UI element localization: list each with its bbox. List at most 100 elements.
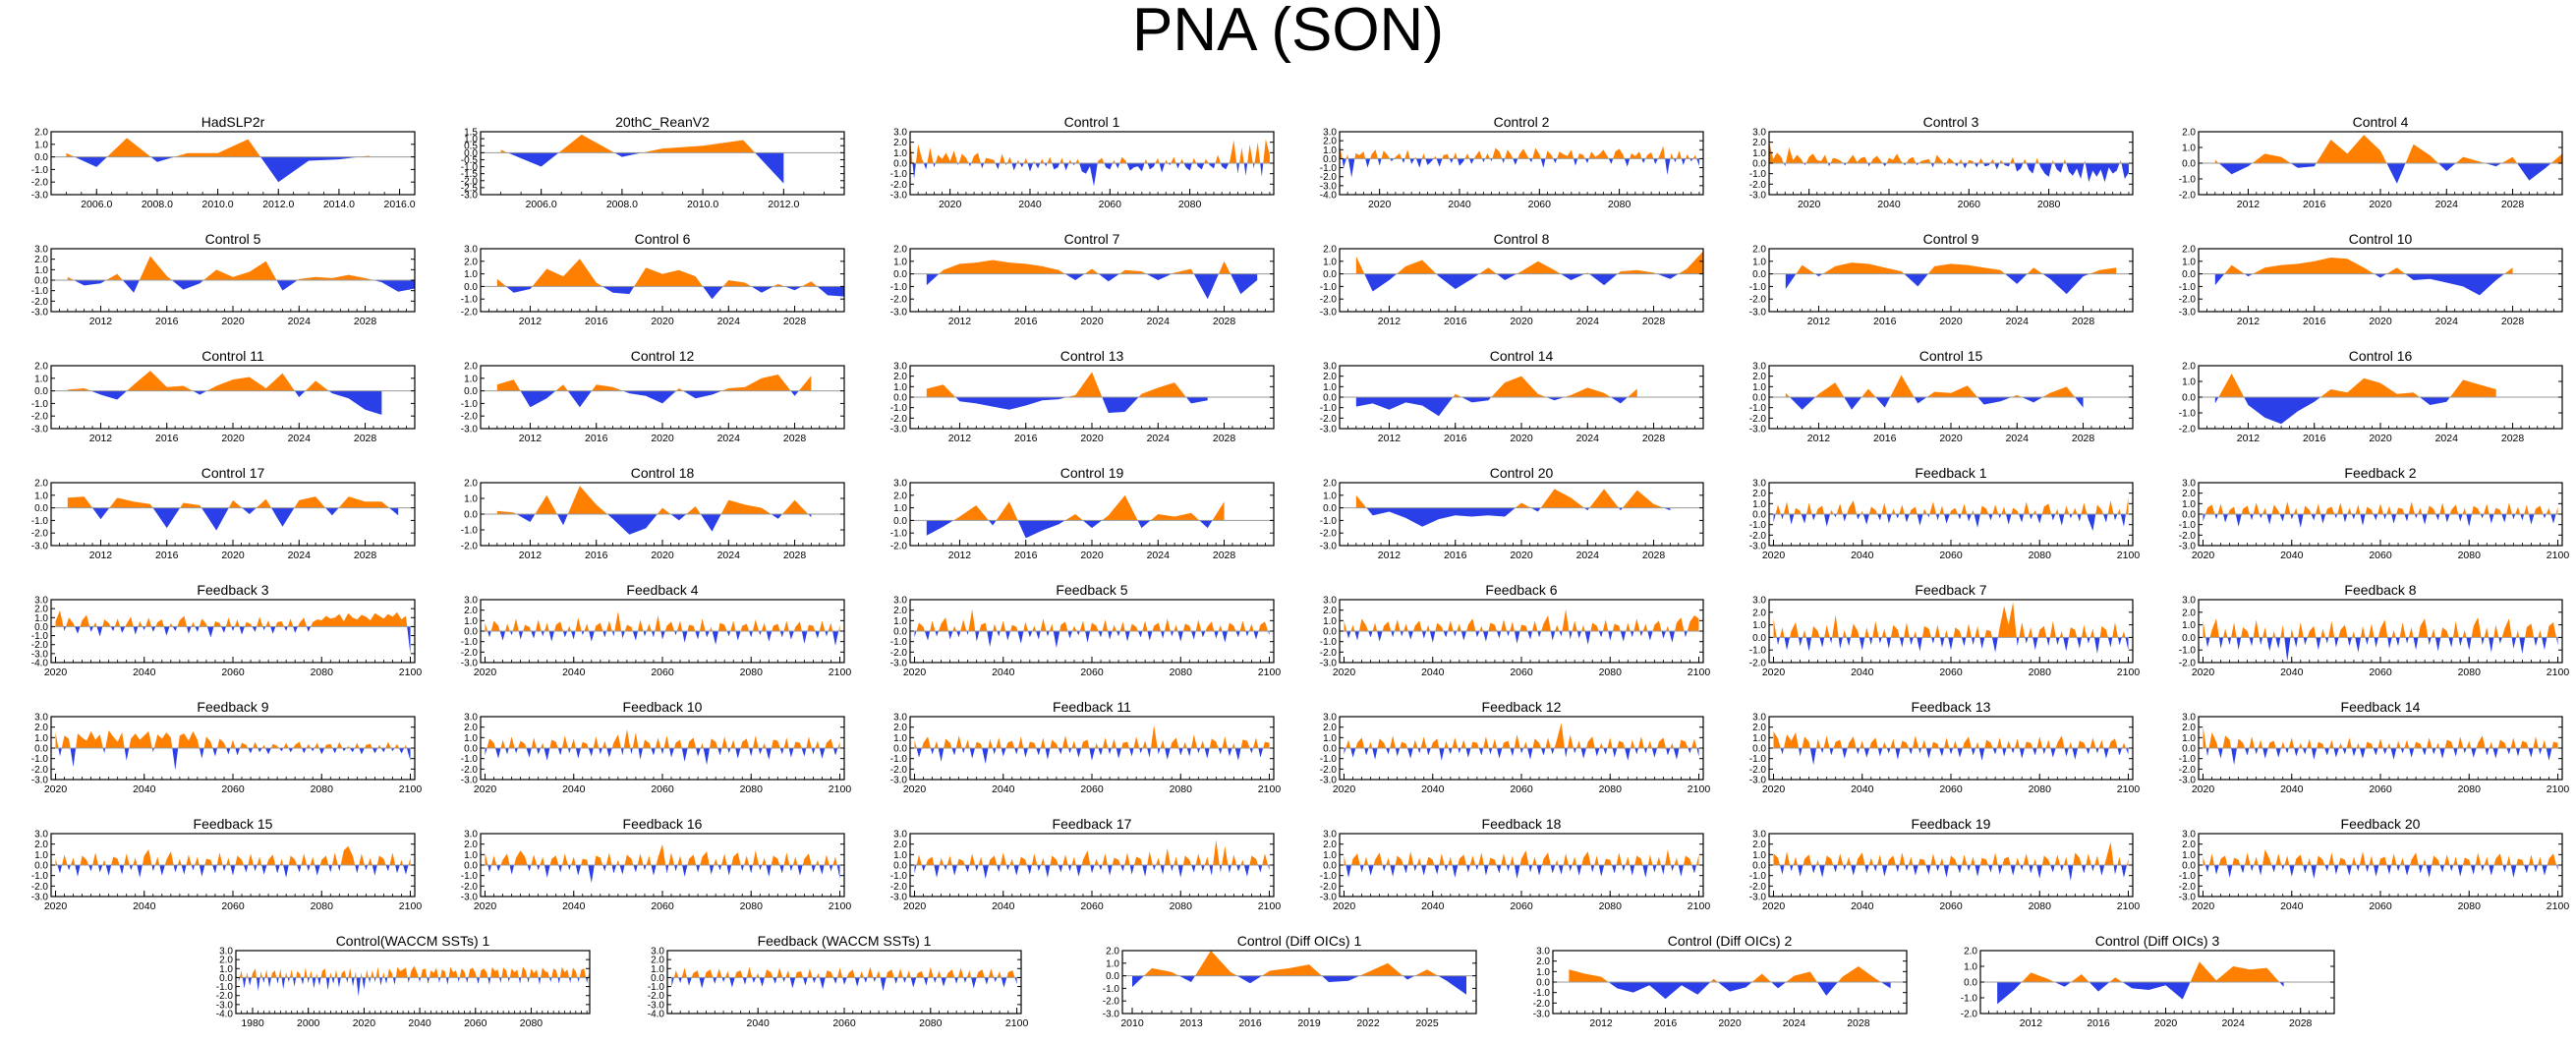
y-tick-label: -1.0	[1320, 403, 1338, 414]
panel-title: Feedback 3	[197, 582, 268, 598]
x-tick-label: 2040	[1421, 783, 1445, 795]
y-tick-label: 3.0	[2182, 713, 2196, 724]
y-tick-label: 2.0	[1752, 372, 1766, 382]
x-tick-label: 2012	[519, 433, 543, 444]
positive-area	[2203, 501, 2558, 514]
y-tick-label: 3.0	[1536, 947, 1550, 957]
panel-control-5: Control 5 -3.0-2.0-1.00.01.02.03.0 2012 201…	[31, 231, 416, 327]
panel-feedback-19: Feedback 19 -3.0-2.0-1.00.01.02.03.0 2020 2…	[1749, 816, 2141, 912]
panel-title: Control 14	[1490, 348, 1554, 364]
x-tick-label: 2020	[1080, 316, 1104, 327]
positive-area	[55, 609, 408, 627]
y-tick-label: 2.0	[1752, 489, 1766, 499]
y-tick-label: -3.0	[31, 191, 49, 202]
positive-area	[939, 260, 1231, 274]
negative-area	[1344, 865, 1699, 879]
y-tick-label: 0.0	[1752, 159, 1766, 170]
x-tick-label: 2010.0	[687, 199, 718, 210]
x-tick-label: 2060	[221, 667, 245, 678]
y-tick-label: -2.0	[31, 178, 49, 189]
y-tick-label: 3.0	[464, 830, 478, 841]
y-tick-label: 0.0	[34, 386, 48, 397]
y-tick-label: -1.0	[1749, 169, 1767, 180]
x-tick-label: 2080	[2029, 667, 2052, 678]
x-tick-label: 2028	[783, 433, 807, 444]
x-tick-label: 2019	[1297, 1017, 1321, 1029]
x-tick-label: 2008.0	[142, 199, 173, 210]
x-tick-label: 2008.0	[606, 199, 638, 210]
negative-area	[485, 748, 840, 766]
x-tick-label: 2022	[1356, 1017, 1380, 1029]
x-tick-label: 2040	[1421, 900, 1445, 912]
x-tick-label: 2080	[919, 1017, 943, 1029]
negative-area	[914, 631, 1270, 649]
panel-title: Control 3	[1923, 114, 1979, 130]
y-tick-label: -1.0	[31, 399, 49, 410]
plot-frame	[1768, 599, 2134, 664]
y-tick-label: 0.0	[2182, 744, 2196, 755]
y-tick-label: 2.0	[893, 723, 907, 733]
positive-area	[67, 371, 329, 391]
x-tick-label: 2060	[221, 783, 245, 795]
x-tick-label: 2012	[1589, 1017, 1613, 1029]
x-tick-label: 2040	[1448, 199, 1471, 210]
y-tick-label: 2.0	[1323, 137, 1337, 147]
y-tick-label: 3.0	[1323, 128, 1337, 139]
y-tick-label: -2.0	[1749, 659, 1767, 669]
y-tick-label: 2.0	[34, 605, 48, 615]
y-tick-label: 1.0	[464, 494, 478, 505]
y-tick-label: -3.0	[890, 425, 908, 435]
y-tick-label: -2.0	[890, 295, 908, 306]
y-tick-label: 1.0	[2182, 620, 2196, 631]
x-tick-label: 2020	[1333, 783, 1356, 795]
x-tick-label: 2028	[2072, 433, 2095, 444]
x-tick-label: 2080	[2029, 900, 2052, 912]
panel-control-1: Control 1 -3.0-2.0-1.00.01.02.03.0 2020 204…	[890, 114, 1275, 210]
panel-hadslp2r: HadSLP2r -3.0 -2.0 -1.0 0.0 1.02.0 2006.0 2008.…	[31, 114, 416, 210]
y-tick-label: -3.0	[890, 191, 908, 202]
x-tick-label: 2040	[1851, 550, 1874, 561]
y-tick-label: 1.0	[1323, 733, 1337, 744]
x-tick-label: 2020	[474, 900, 497, 912]
positive-area	[1344, 723, 1699, 748]
x-tick-label: 2012	[948, 550, 972, 561]
positive-area	[1773, 841, 2129, 865]
y-tick-label: 1.0	[34, 733, 48, 744]
y-tick-label: -1.0	[461, 295, 479, 306]
y-tick-label: -3.0	[461, 659, 479, 669]
x-tick-label: 2016	[1873, 433, 1897, 444]
positive-area	[1340, 143, 1697, 159]
x-tick-label: 2020	[903, 667, 927, 678]
panel-title: Feedback 7	[1915, 582, 1986, 598]
y-tick-label: 2.0	[1323, 372, 1337, 382]
negative-area	[2214, 273, 2513, 296]
x-tick-label: 2020	[1333, 900, 1356, 912]
y-tick-label: -2.0	[461, 412, 479, 423]
y-tick-label: -3.0	[1320, 776, 1338, 786]
plot-frame	[235, 950, 591, 1015]
y-tick-label: 1.0	[893, 850, 907, 861]
positive-area	[500, 134, 784, 153]
y-tick-label: -3.0	[216, 1000, 234, 1011]
y-tick-label: 2.0	[893, 372, 907, 382]
positive-area	[2224, 257, 2513, 274]
y-tick-label: -2.0	[31, 297, 49, 308]
y-tick-label: 3.0	[1323, 596, 1337, 607]
y-tick-label: 0.0	[1964, 978, 1977, 989]
x-tick-label: 2040	[562, 783, 586, 795]
x-tick-label: 2080	[2458, 900, 2482, 912]
negative-area	[67, 390, 382, 415]
positive-area	[239, 965, 590, 978]
y-tick-label: 0.5	[464, 142, 478, 152]
panel-title: Control (Diff OICs) 2	[1668, 933, 1793, 949]
x-tick-label: 2060	[1939, 667, 1963, 678]
y-tick-label: -1.0	[461, 162, 479, 173]
y-tick-label: 3.0	[893, 362, 907, 373]
panel-title: Control 13	[1060, 348, 1124, 364]
y-tick-label: -3.0	[1320, 425, 1338, 435]
plot-frame	[2198, 248, 2563, 313]
x-tick-label: 2060	[221, 900, 245, 912]
y-tick-label: -2.0	[31, 529, 49, 540]
y-tick-label: 0.0	[1323, 861, 1337, 872]
plot-frame	[1339, 248, 1704, 313]
